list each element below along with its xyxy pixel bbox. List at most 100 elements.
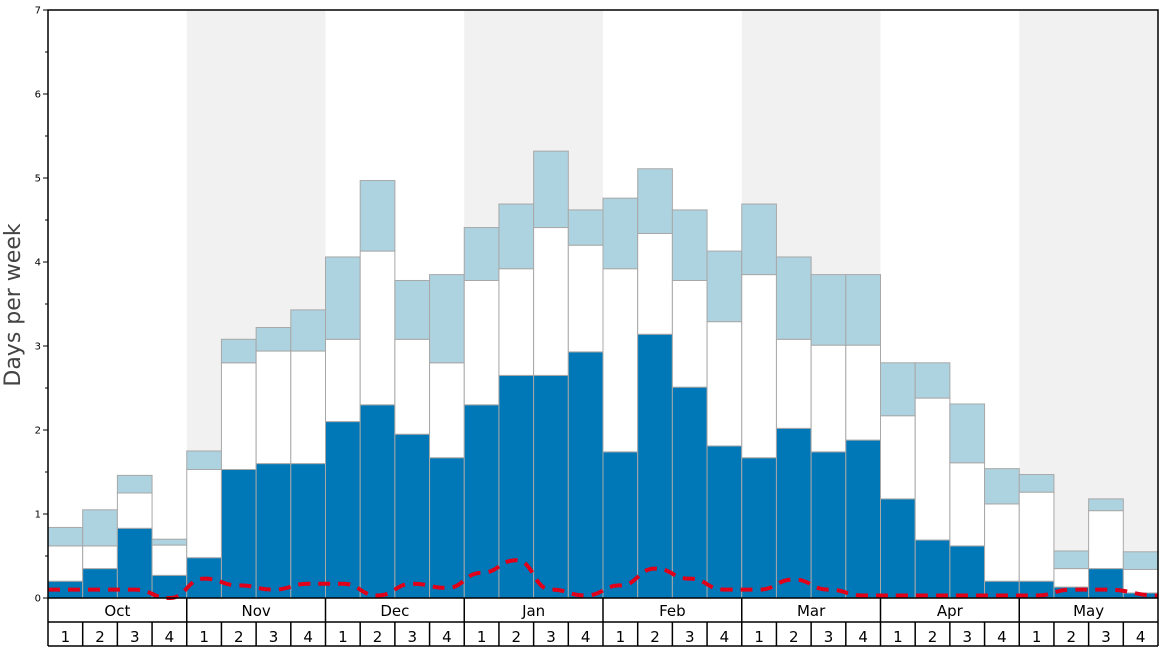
bar-17-segment-2 — [602, 268, 639, 453]
bar-26-segment-3 — [914, 362, 951, 399]
bar-30-segment-3 — [1053, 550, 1090, 570]
week-label-29: 1 — [1032, 628, 1042, 646]
x-axis: Oct Nov Dec Jan Feb Mar Apr May 1 2 3 4 1 2 3 4 1 2 3 4 1 2 3 4… — [47, 598, 1159, 647]
bar-12-segment-1 — [429, 457, 465, 599]
bar-23-segment-1 — [810, 451, 847, 599]
bar-8-segment-2 — [290, 350, 326, 465]
bar-15-segment-3 — [533, 150, 569, 229]
bar-22-segment-1 — [775, 427, 812, 599]
week-label-8: 4 — [303, 628, 313, 646]
bar-19-segment-1 — [671, 386, 708, 599]
bar-5-segment-3 — [186, 450, 222, 470]
bar-6-segment-1 — [220, 468, 257, 599]
bar-12-segment-3 — [429, 274, 465, 364]
bar-30-segment-2 — [1053, 568, 1090, 588]
month-label-may: May — [1073, 602, 1104, 620]
y-tick-label-4: 4 — [35, 258, 41, 269]
bar-14-segment-2 — [498, 268, 535, 376]
bar-8-segment-1 — [290, 463, 326, 599]
y-axis-label: Days per week — [1, 223, 26, 386]
bar-19-segment-2 — [671, 279, 708, 388]
month-label-nov: Nov — [241, 602, 270, 620]
week-label-5: 1 — [199, 628, 209, 646]
week-label-27: 3 — [962, 628, 972, 646]
bar-8-segment-3 — [290, 309, 326, 352]
bar-11-segment-3 — [394, 279, 431, 340]
month-label-mar: Mar — [797, 602, 826, 620]
week-label-20: 4 — [720, 628, 730, 646]
bar-2-segment-2 — [82, 545, 118, 570]
week-label-31: 3 — [1101, 628, 1111, 646]
week-label-3: 3 — [130, 628, 140, 646]
week-label-10: 2 — [373, 628, 383, 646]
bar-4-segment-3 — [151, 538, 188, 546]
bar-18-segment-3 — [637, 168, 673, 234]
bar-20-segment-3 — [706, 250, 743, 323]
bar-21-segment-3 — [741, 203, 777, 276]
bar-26-segment-1 — [914, 539, 951, 599]
bar-6-segment-3 — [220, 338, 257, 364]
bar-16-segment-1 — [567, 351, 604, 599]
bar-10-segment-1 — [359, 404, 396, 599]
week-label-22: 2 — [789, 628, 799, 646]
bar-28-segment-2 — [984, 503, 1020, 582]
bar-15-segment-1 — [533, 374, 569, 599]
week-label-2: 2 — [95, 628, 105, 646]
bar-7-segment-1 — [255, 463, 292, 599]
week-label-28: 4 — [997, 628, 1007, 646]
y-tick-label-1: 1 — [35, 510, 41, 521]
bar-29-segment-3 — [1018, 474, 1055, 493]
bar-10-segment-2 — [359, 250, 396, 406]
bar-28-segment-3 — [984, 468, 1020, 505]
bar-13-segment-3 — [463, 227, 500, 281]
bar-17-segment-3 — [602, 197, 639, 270]
bar-25-segment-3 — [880, 362, 916, 417]
bar-25-segment-2 — [880, 415, 916, 500]
bar-4-segment-2 — [151, 544, 188, 576]
bar-2-segment-1 — [82, 568, 118, 599]
bar-21-segment-2 — [741, 274, 777, 459]
bar-27-segment-2 — [949, 462, 986, 547]
week-label-13: 1 — [477, 628, 487, 646]
bar-20-segment-1 — [706, 445, 743, 599]
week-label-9: 1 — [338, 628, 348, 646]
bar-9-segment-1 — [325, 421, 361, 599]
bar-31-segment-3 — [1088, 498, 1124, 512]
bar-17-segment-1 — [602, 451, 639, 599]
y-tick-label-3: 3 — [35, 342, 41, 353]
week-label-14: 2 — [512, 628, 522, 646]
trend-line-group — [47, 558, 1159, 601]
bar-7-segment-3 — [255, 327, 292, 352]
bar-11-segment-1 — [394, 433, 431, 599]
bar-22-segment-3 — [775, 256, 812, 340]
bar-6-segment-2 — [220, 362, 257, 470]
week-label-17: 1 — [616, 628, 626, 646]
bar-19-segment-3 — [671, 209, 708, 281]
bar-27-segment-1 — [949, 545, 986, 599]
bar-27-segment-3 — [949, 403, 986, 464]
bar-24-segment-3 — [845, 274, 881, 346]
bar-24-segment-1 — [845, 439, 881, 599]
bar-15-segment-2 — [533, 227, 569, 376]
month-label-jan: Jan — [521, 602, 545, 620]
month-label-apr: Apr — [937, 602, 964, 620]
bar-14-segment-3 — [498, 203, 535, 270]
week-label-12: 4 — [442, 628, 452, 646]
week-label-24: 4 — [858, 628, 868, 646]
week-label-7: 3 — [269, 628, 279, 646]
bar-9-segment-2 — [325, 338, 361, 423]
week-label-32: 4 — [1136, 628, 1146, 646]
bar-18-segment-2 — [637, 232, 673, 335]
bars — [47, 150, 1159, 599]
bar-14-segment-1 — [498, 374, 535, 599]
week-label-21: 1 — [754, 628, 764, 646]
bar-1-segment-2 — [47, 545, 84, 582]
week-label-16: 4 — [581, 628, 591, 646]
week-label-25: 1 — [893, 628, 903, 646]
week-label-6: 2 — [234, 628, 244, 646]
trend-line — [47, 558, 1159, 601]
bar-31-segment-1 — [1088, 568, 1124, 599]
week-label-30: 2 — [1067, 628, 1077, 646]
bar-3-segment-1 — [116, 527, 153, 599]
